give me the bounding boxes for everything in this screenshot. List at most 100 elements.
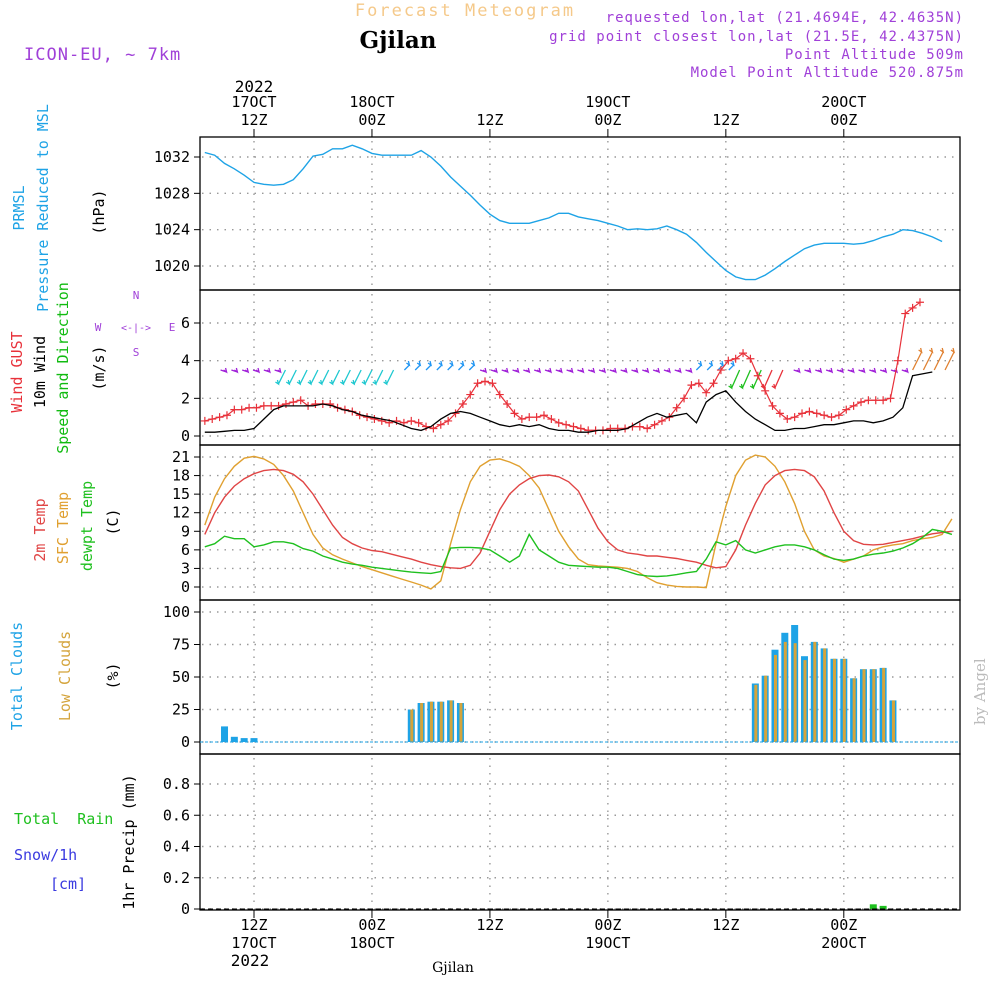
wind-arrow-shaft xyxy=(321,369,330,385)
wind-arrow-head xyxy=(296,379,302,386)
wind-arrow xyxy=(879,367,888,374)
wind-arrow xyxy=(329,369,341,386)
wind-arrow-shaft xyxy=(706,364,713,371)
wind-arrow xyxy=(533,367,542,374)
wind-arrow-head xyxy=(318,379,323,386)
compass-legend: N S W E <-|-> xyxy=(95,289,176,359)
wind-arrow-head xyxy=(904,367,909,374)
wind-arrow-head xyxy=(850,367,855,374)
wind-speed-line xyxy=(204,371,933,433)
wind-arrow-shaft xyxy=(774,369,784,389)
gust-marker xyxy=(657,416,666,425)
gust-marker xyxy=(200,416,209,425)
ytick-label: 0.6 xyxy=(163,806,190,824)
ytick-label: 1032 xyxy=(154,148,190,166)
xtick-top-label: 18OCT xyxy=(349,93,394,111)
wind-arrow xyxy=(847,367,855,374)
compass-w: W xyxy=(95,321,102,334)
model-altitude: Model Point Altitude 520.875m xyxy=(691,65,964,81)
wind-dir-label: Speed and Direction xyxy=(54,282,72,454)
wind-arrow xyxy=(933,347,945,371)
dewpt-label: dewpt Temp xyxy=(78,481,96,571)
wind-arrow-head xyxy=(839,367,844,374)
wind-arrow-head xyxy=(730,360,735,367)
low-clouds-bar xyxy=(410,709,414,742)
gust-marker xyxy=(547,415,556,424)
gust-marker xyxy=(805,407,814,416)
wind-arrow-head xyxy=(255,367,261,374)
year-top: 2022 xyxy=(235,77,274,96)
ytick-label: 0.2 xyxy=(163,869,190,887)
wind-arrow-head xyxy=(244,367,250,374)
gust-marker xyxy=(798,409,807,418)
wind-arrow-head xyxy=(601,367,607,374)
gust-marker xyxy=(842,405,851,414)
wind-arrow xyxy=(425,360,433,371)
compass-glyph: <-|-> xyxy=(121,323,151,334)
wind-arrow xyxy=(414,360,422,371)
wind-arrow-head xyxy=(708,360,714,367)
wind-arrow-head xyxy=(719,360,725,367)
wind-arrow xyxy=(252,367,261,374)
gust-marker xyxy=(370,415,379,424)
precip-label: 1hr Precip (mm) xyxy=(120,774,138,909)
gust-marker xyxy=(311,399,320,408)
total-clouds-bar xyxy=(230,736,238,742)
ytick-label: 0.8 xyxy=(163,775,190,793)
wind-arrow xyxy=(588,367,596,374)
gust-marker xyxy=(834,411,843,420)
low-clouds-bar xyxy=(420,703,424,742)
wind-arrow-shaft xyxy=(922,351,934,371)
ytick-label: 25 xyxy=(172,701,190,719)
low-clouds-bar xyxy=(852,678,856,742)
gust-marker xyxy=(716,366,725,375)
compass-e: E xyxy=(169,321,176,334)
wind-arrow-shaft xyxy=(458,364,464,371)
wind-arrow-head xyxy=(438,360,443,367)
wind-arrow-head xyxy=(828,367,834,374)
wind-arrow xyxy=(577,367,585,374)
ytick-label: 6 xyxy=(181,541,190,559)
low-clouds-bar xyxy=(891,700,895,742)
low-clouds-bar xyxy=(773,654,777,742)
gust-marker xyxy=(775,409,784,418)
wind-arrow-head xyxy=(525,367,531,374)
rain-label: Total Rain xyxy=(14,810,113,828)
temp2m-label: 2m Temp xyxy=(31,498,49,561)
wind-unit: (m/s) xyxy=(90,345,108,390)
wind-arrow xyxy=(296,369,308,386)
location-title: Gjilan xyxy=(359,27,436,54)
wind-arrow-shaft xyxy=(353,369,362,385)
wind-arrow-head xyxy=(929,347,934,354)
wind-arrow-head xyxy=(677,367,682,374)
xtick-bottom-label: 00Z xyxy=(830,916,857,934)
wind-arrow-head xyxy=(655,367,661,374)
gust-marker xyxy=(392,416,401,425)
pressure-line xyxy=(204,144,943,281)
ytick-label: 0 xyxy=(181,900,190,918)
panel-frame-precip xyxy=(199,753,961,911)
credit: by Angel xyxy=(971,658,989,725)
pressure-unit: (hPa) xyxy=(90,189,108,234)
wind-arrow-head xyxy=(372,379,377,386)
gust-marker xyxy=(879,396,888,405)
ytick-label: 2 xyxy=(181,389,190,407)
ytick-label: 6 xyxy=(181,314,190,332)
wind-arrow-shaft xyxy=(288,369,297,385)
wind-arrow xyxy=(858,367,866,374)
xtick-bottom-label: 12Z xyxy=(240,916,267,934)
snow-label: Snow/1h xyxy=(14,846,77,864)
wind-arrow-head xyxy=(634,367,639,374)
wind-arrow xyxy=(944,347,956,371)
wind-arrow-head xyxy=(361,379,366,386)
wind-arrow xyxy=(383,369,395,386)
xtick-bottom-label: 12Z xyxy=(476,916,503,934)
xtick-bottom-label: 20OCT xyxy=(821,934,866,952)
ytick-label: 0.4 xyxy=(163,838,190,856)
wind-arrow-shaft xyxy=(933,351,944,371)
wind-arrow xyxy=(307,369,319,386)
wind-arrow xyxy=(815,367,823,374)
wind-arrow-head xyxy=(697,360,703,367)
low-clouds-bar xyxy=(764,675,768,742)
wind-arrow-head xyxy=(536,367,542,374)
